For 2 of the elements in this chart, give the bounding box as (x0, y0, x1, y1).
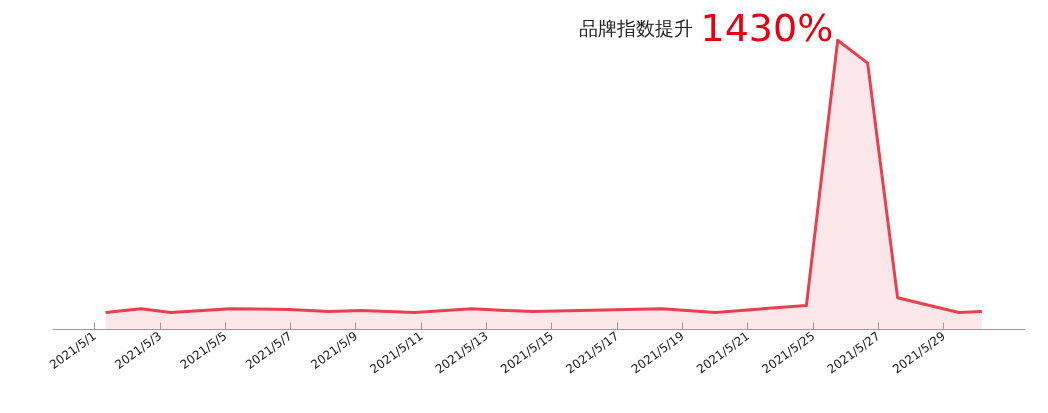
annotation: 1430% (700, 6, 834, 51)
text: 品牌指数提升 (578, 17, 693, 40)
